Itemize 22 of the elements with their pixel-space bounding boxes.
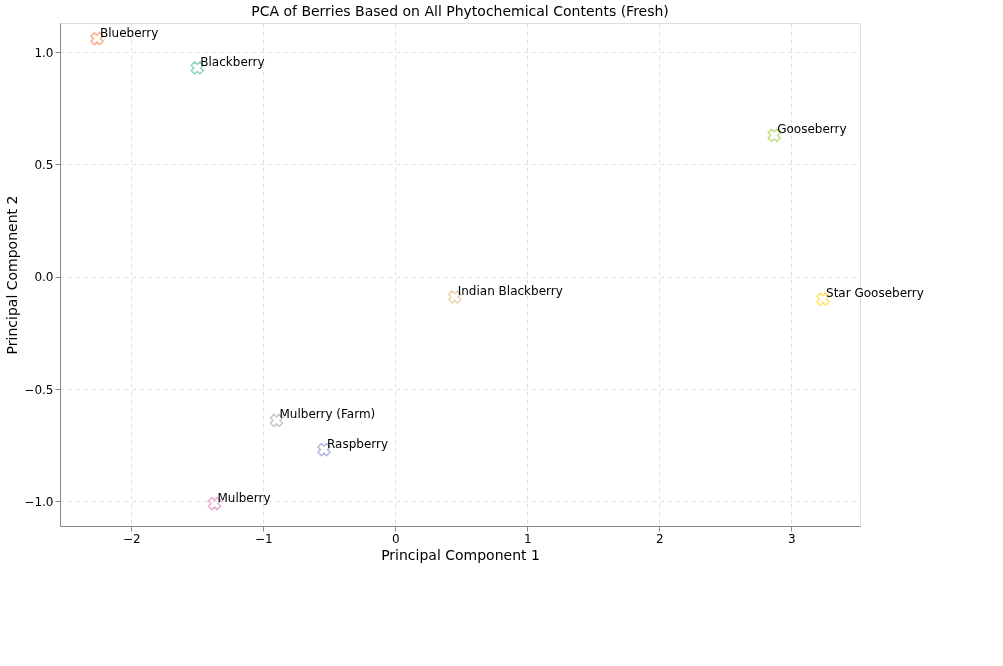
series-label: Star Gooseberry <box>826 286 924 301</box>
x-tick-label: 0 <box>391 531 400 546</box>
series-label: Mulberry <box>217 490 271 505</box>
y-tick-label: −0.5 <box>24 382 54 397</box>
chart-title: PCA of Berries Based on All Phytochemical Contents (Fresh) <box>251 3 669 19</box>
series-label: Gooseberry <box>777 122 847 137</box>
x-axis-title: Principal Component 1 <box>381 546 540 563</box>
series-label: Raspberry <box>327 436 389 451</box>
x-tick-label: 2 <box>656 531 664 546</box>
y-tick-label: 0.0 <box>34 270 54 285</box>
series-label: Indian Blackberry <box>457 283 563 298</box>
series-label: Blackberry <box>200 54 265 69</box>
y-tick-label: 0.5 <box>34 157 54 172</box>
y-tick-label: 1.0 <box>34 45 54 60</box>
series-label: Blueberry <box>99 25 159 40</box>
x-tick-label: −1 <box>254 531 273 546</box>
x-tick-label: 1 <box>524 531 532 546</box>
series-label: Mulberry (Farm) <box>279 407 376 422</box>
y-tick-label: −1.0 <box>24 494 54 509</box>
x-tick-label: 3 <box>788 531 796 546</box>
y-axis-title: Principal Component 2 <box>4 195 21 355</box>
x-tick-label: −2 <box>122 531 141 546</box>
